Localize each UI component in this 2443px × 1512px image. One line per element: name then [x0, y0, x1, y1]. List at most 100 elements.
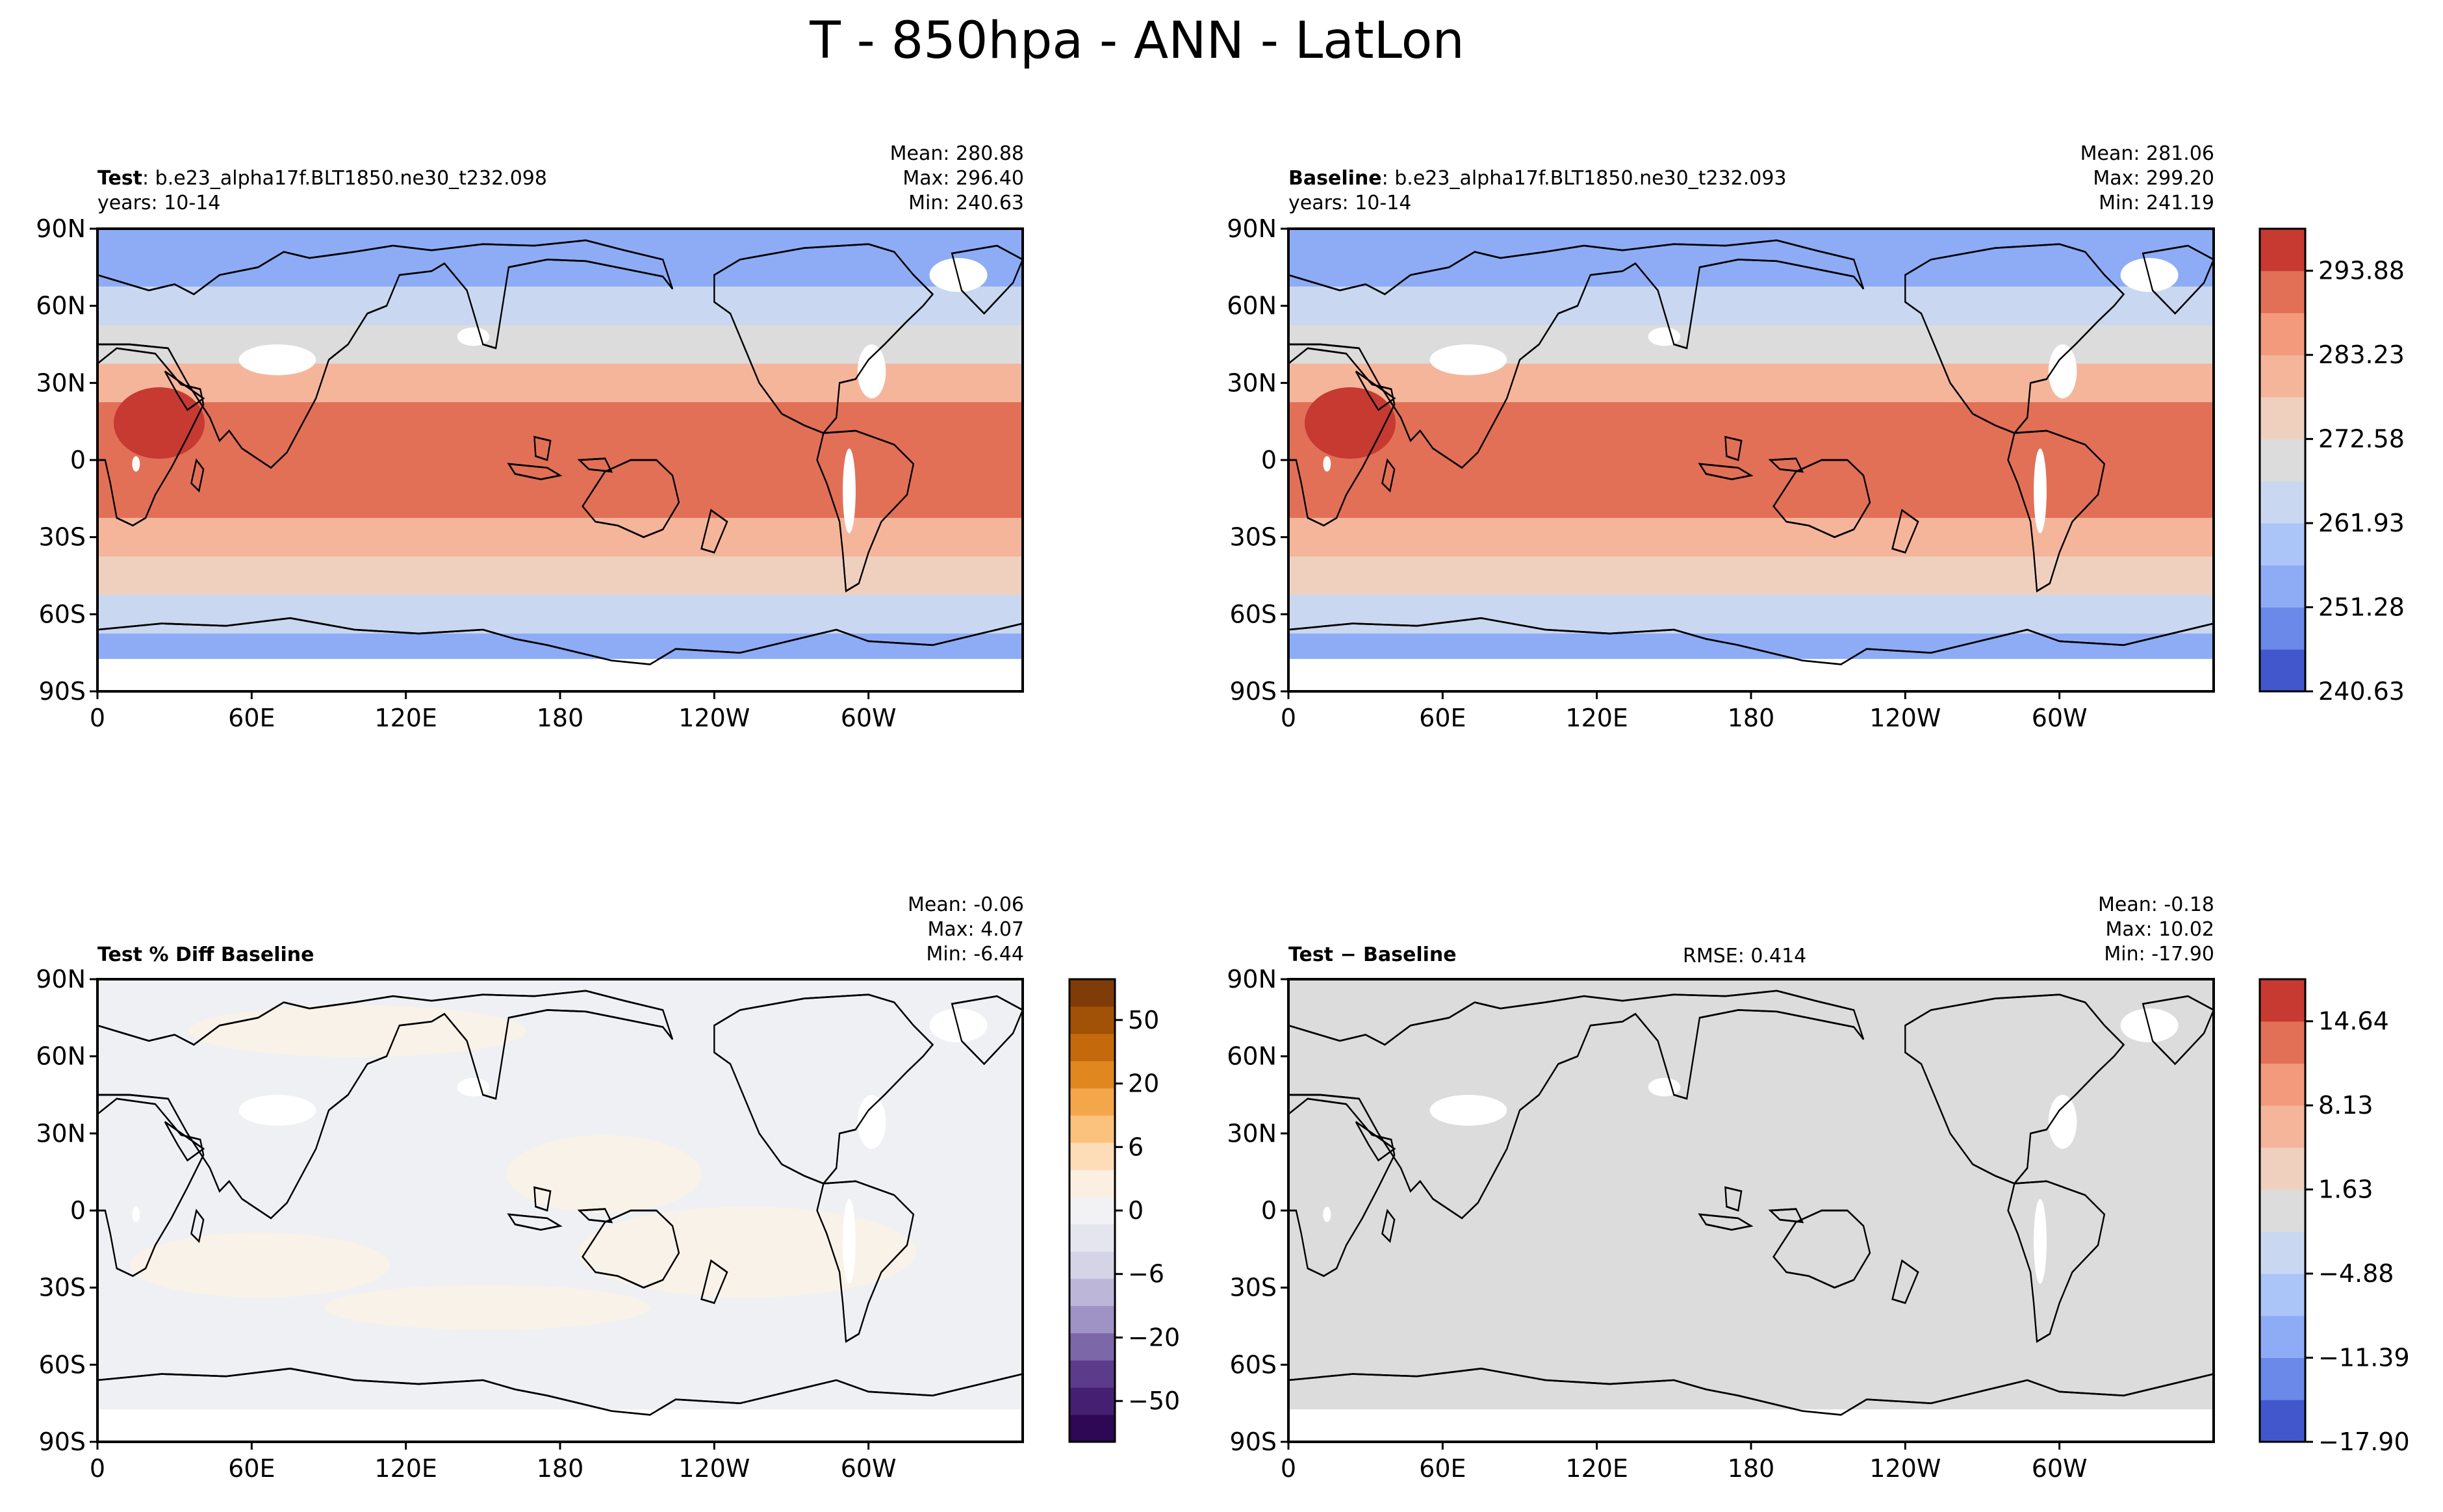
lon-tick-label: 120E — [1565, 704, 1628, 732]
temp-band — [97, 556, 1023, 596]
main-colorbar: 293.88 283.23 272.58 261.93 251.28 240.63 — [2258, 227, 2405, 706]
temp-band — [1288, 518, 2214, 557]
colorbar-tick-label: 6 — [1128, 1133, 1144, 1161]
lat-tick-label: 90N — [36, 214, 86, 243]
colorbar-swatch — [1069, 1033, 1115, 1062]
missing-data — [2120, 1008, 2179, 1043]
colorbar-swatch — [2260, 1147, 2305, 1190]
lat-tick-label: 60N — [1227, 1042, 1277, 1071]
lon-tick-label: 60W — [2032, 704, 2088, 732]
lon-tick-label: 60E — [1419, 1454, 1466, 1483]
colorbar-tick-label: 272.58 — [2318, 425, 2405, 454]
lat-tick-label: 30N — [36, 1119, 86, 1147]
baseline-mean: Mean: 281.06 — [2080, 142, 2214, 165]
colorbar-swatch — [2260, 1105, 2305, 1148]
test-name: Test — [97, 167, 143, 190]
antarctic-mask — [97, 1409, 1023, 1442]
lat-tick-label: 60N — [36, 292, 86, 320]
baseline-years: years: 10-14 — [1288, 192, 1412, 214]
missing-data — [843, 448, 856, 533]
colorbar-swatch — [2260, 1315, 2305, 1359]
lon-tick-label: 0 — [1281, 1454, 1296, 1483]
diff-mean: Mean: -0.18 — [2097, 893, 2214, 916]
colorbar-swatch — [1069, 979, 1115, 1007]
pct-patch — [507, 1135, 702, 1213]
temp-band — [97, 595, 1023, 634]
lat-tick-label: 0 — [70, 446, 86, 474]
lat-tick-label: 60S — [1230, 1350, 1277, 1379]
colorbar-tick-label: 8.13 — [2318, 1091, 2373, 1120]
test-stats: Mean: 280.88 Max: 296.40 Min: 240.63 — [890, 142, 1024, 216]
colorbar-swatch — [2260, 396, 2305, 440]
pct-patch — [130, 1233, 390, 1298]
maps-layer — [96, 227, 2215, 1443]
temp-band — [97, 287, 1023, 326]
pctdiff-min: Min: -6.44 — [926, 943, 1025, 966]
baseline-min: Min: 241.19 — [2099, 192, 2214, 214]
lat-tick-label: 30N — [1227, 368, 1277, 397]
colorbar-swatch — [1069, 1360, 1115, 1388]
lon-tick-label: 120E — [1565, 1454, 1628, 1483]
lon-tick-label: 0 — [90, 704, 105, 732]
diff-stats: Mean: -0.18 Max: 10.02 Min: -17.90 — [2098, 893, 2214, 967]
missing-data — [1648, 327, 1681, 346]
missing-data — [238, 344, 316, 376]
hot-region — [1305, 387, 1396, 459]
lon-tick-label: 120W — [1869, 1454, 1941, 1483]
lon-tick-label: 60W — [841, 1454, 897, 1483]
colorbar-tick-label: −6 — [1128, 1260, 1164, 1288]
colorbar-tick-label: 50 — [1128, 1006, 1159, 1034]
colorbar-swatch — [1069, 1251, 1115, 1279]
lon-tick-label: 120E — [374, 704, 437, 732]
missing-data — [843, 1199, 856, 1284]
missing-data — [457, 1077, 490, 1097]
missing-data — [857, 344, 886, 399]
colorbar-swatch — [2260, 1274, 2305, 1316]
antarctic-mask — [1288, 659, 2214, 691]
missing-data — [457, 327, 490, 346]
temp-band — [1288, 556, 2214, 596]
lat-tick-label: 30S — [39, 1274, 86, 1302]
lon-tick-label: 60W — [2032, 1454, 2088, 1483]
lat-tick-label: 90S — [39, 677, 86, 706]
colorbar-swatch — [2260, 355, 2305, 398]
temp-band — [1288, 595, 2214, 634]
test-case: : b.e23_alpha17f.BLT1850.ne30_t232.098 — [142, 167, 547, 190]
colorbar-swatch — [2260, 1357, 2305, 1400]
lat-tick-label: 60S — [39, 600, 86, 628]
baseline-stats: Mean: 281.06 Max: 299.20 Min: 241.19 — [2080, 142, 2214, 216]
missing-data — [1323, 1207, 1331, 1222]
colorbar-tick-label: −4.88 — [2318, 1259, 2394, 1288]
colorbar-tick-label: 240.63 — [2318, 677, 2405, 706]
missing-data — [2034, 1199, 2047, 1284]
pctdiff-max: Max: 4.07 — [927, 918, 1024, 941]
colorbar-swatch — [1069, 1142, 1115, 1170]
missing-data — [238, 1095, 316, 1126]
lon-tick-label: 120W — [678, 704, 750, 732]
lat-tick-label: 60S — [1230, 600, 1277, 628]
baseline-max: Max: 299.20 — [2093, 167, 2214, 190]
pctdiff-map — [96, 978, 1024, 1443]
lat-tick-label: 30S — [1230, 523, 1277, 552]
colorbar-swatch — [1069, 1197, 1115, 1225]
diff-title: Test − Baseline — [1288, 943, 1457, 966]
colorbar-swatch — [1069, 1170, 1115, 1198]
lon-tick-label: 60E — [228, 1454, 275, 1483]
pct-patch — [578, 1207, 916, 1298]
colorbar-tick-label: −50 — [1128, 1387, 1180, 1415]
colorbar-swatch — [2260, 229, 2305, 272]
test-map — [96, 227, 1024, 693]
lat-tick-label: 0 — [70, 1196, 86, 1225]
temp-band — [1288, 479, 2214, 519]
colorbar-swatch — [2260, 313, 2305, 355]
diff-colorbar: 14.64 8.13 1.63 −4.88 −11.39 −17.90 — [2258, 978, 2410, 1456]
diff-rmse: RMSE: 0.414 — [1683, 945, 1807, 967]
colorbar-swatch — [2260, 1063, 2305, 1106]
temp-band — [1288, 248, 2214, 287]
diff-max: Max: 10.02 — [2105, 918, 2214, 941]
lat-tick-label: 0 — [1261, 446, 1277, 474]
missing-data — [929, 1008, 988, 1043]
colorbar-tick-label: −11.39 — [2318, 1344, 2410, 1372]
colorbar-tick-label: 251.28 — [2318, 593, 2405, 622]
